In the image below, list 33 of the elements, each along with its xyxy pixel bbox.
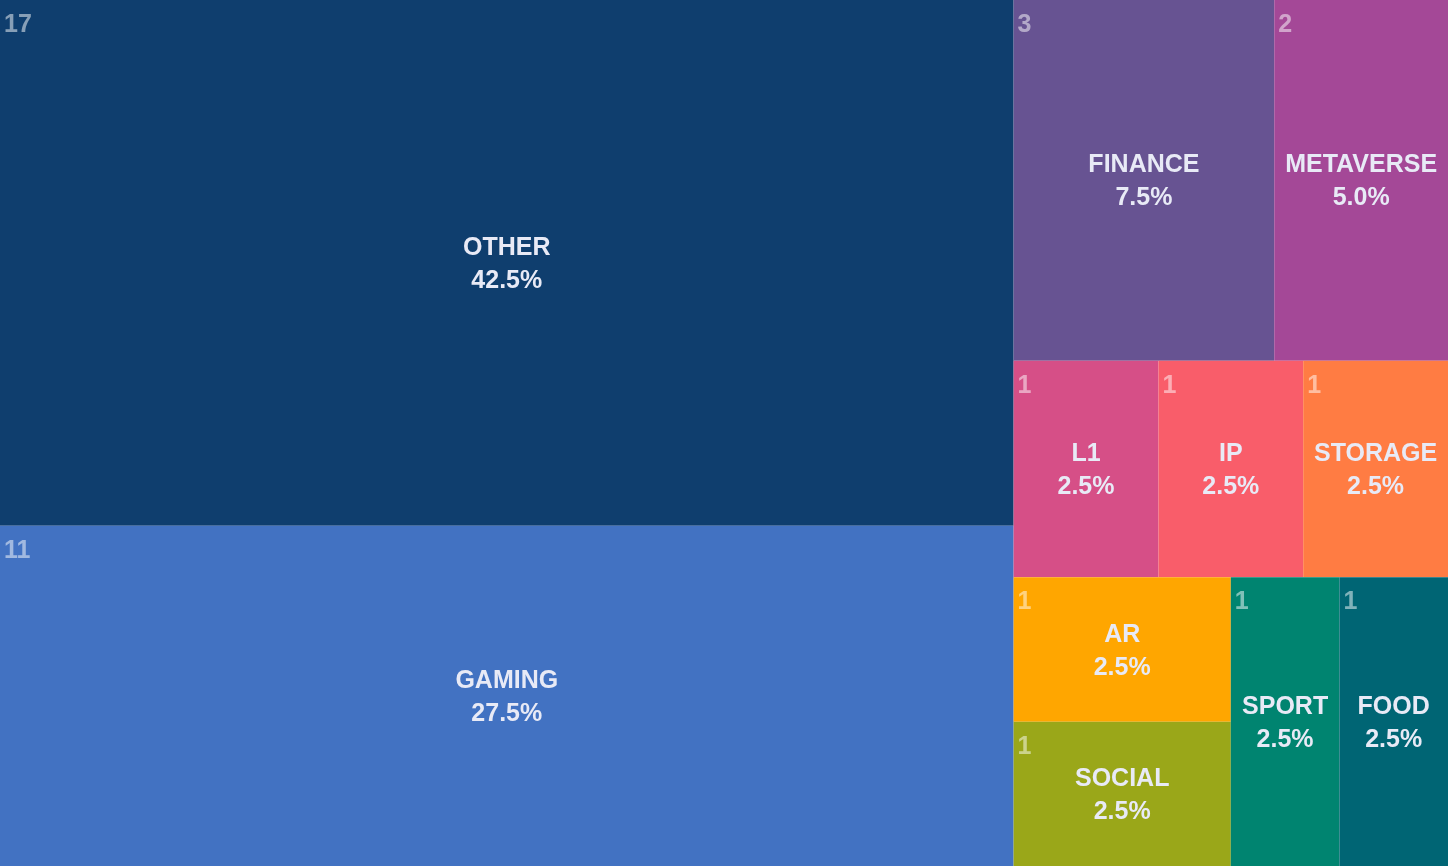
category-label: AR <box>1104 618 1141 647</box>
data-label: 2.5% <box>1057 471 1115 500</box>
data-label: 2.5% <box>1093 651 1151 680</box>
data-label: 2.5% <box>1093 795 1151 824</box>
data-label: 2.5% <box>1202 471 1260 500</box>
category-label: FOOD <box>1357 690 1430 719</box>
text: 1 <box>1343 586 1358 615</box>
data-label: 2.5% <box>1347 471 1405 500</box>
text: 1 <box>1017 369 1032 398</box>
category-label: SPORT <box>1242 690 1329 719</box>
text: 11 <box>4 534 31 563</box>
data-label: 2.5% <box>1365 723 1423 752</box>
text: 1 <box>1017 586 1032 615</box>
data-label: 5.0% <box>1332 182 1390 211</box>
category-label: SOCIAL <box>1074 762 1170 791</box>
data-label: 2.5% <box>1256 723 1314 752</box>
text: 3 <box>1017 9 1032 37</box>
category-label: IP <box>1218 438 1243 467</box>
category-label: FINANCE <box>1088 149 1200 178</box>
text: 1 <box>1234 586 1249 615</box>
text: 1 <box>1162 369 1177 398</box>
text: 1 <box>1307 369 1322 398</box>
category-label: L1 <box>1071 438 1101 467</box>
data-label: 42.5% <box>471 264 543 293</box>
text: 17 <box>4 9 32 37</box>
category-label: OTHER <box>463 231 551 260</box>
text: 1 <box>1017 730 1032 759</box>
data-label: 7.5% <box>1115 182 1173 211</box>
data-label: 27.5% <box>471 697 543 726</box>
category-label: GAMING <box>455 664 559 693</box>
text: 2 <box>1278 9 1293 37</box>
category-label: METAVERSE <box>1285 149 1438 178</box>
category-label: STORAGE <box>1314 438 1438 467</box>
